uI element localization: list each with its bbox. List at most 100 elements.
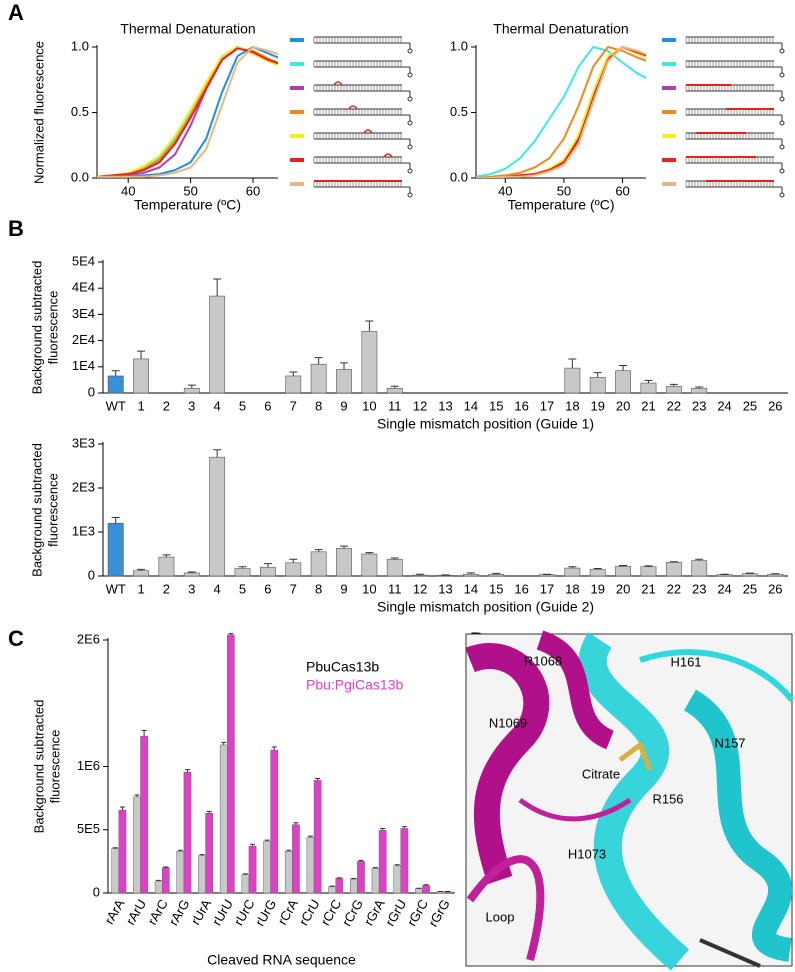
error-bar [177, 849, 183, 852]
curve [476, 46, 646, 178]
structure-label: Citrate [582, 766, 620, 781]
bar [422, 885, 430, 894]
bar [310, 363, 327, 394]
x-tick-label: 9 [340, 581, 347, 596]
x-tick-label: rArC [144, 897, 170, 928]
error-bar [315, 778, 321, 781]
bar [209, 456, 226, 577]
x-axis-label: Single mismatch position (Guide 2) [377, 599, 594, 615]
bar [118, 809, 127, 894]
error-bar [568, 566, 577, 569]
error-bar [187, 384, 196, 389]
x-tick-label: rCrC [318, 897, 345, 928]
error-bar [112, 847, 118, 849]
base-pairs [313, 37, 402, 43]
panel-label: B [8, 216, 24, 241]
x-tick-label: 9 [340, 398, 347, 413]
mismatch [333, 81, 343, 86]
error-bar [745, 572, 754, 574]
y-tick-label: 3E4 [72, 306, 95, 321]
hairpin-loop [407, 192, 413, 198]
x-tick-label: 22 [667, 398, 681, 413]
structure-label: Loop [486, 909, 515, 924]
y-axis-label: Normalized fluorescence [31, 41, 46, 184]
hairpin-loop [779, 120, 785, 126]
error-bar [373, 867, 379, 869]
x-tick-label: 8 [315, 398, 322, 413]
y-tick-label: 5E5 [77, 821, 100, 836]
bar [349, 878, 358, 894]
bar [615, 566, 632, 577]
x-axis-label: Temperature (ºC) [134, 197, 241, 213]
error-bar [134, 794, 140, 797]
y-tick-label: 0 [88, 384, 95, 399]
x-tick-label: 24 [717, 398, 731, 413]
structure-image [465, 630, 795, 971]
error-bar [199, 854, 205, 856]
error-bar [669, 561, 678, 563]
structure-label: N157 [714, 735, 745, 750]
bar [742, 573, 758, 577]
x-tick-label: 6 [264, 398, 271, 413]
error-bar [695, 386, 704, 389]
base-pairs [685, 109, 774, 115]
panel-label: C [8, 626, 24, 651]
x-tick-label: 17 [540, 398, 554, 413]
bar [285, 562, 302, 577]
x-tick-label: 7 [290, 398, 297, 413]
helix [536, 630, 615, 750]
mismatch [363, 129, 373, 134]
x-tick-label: 10 [362, 581, 376, 596]
base-pairs [313, 157, 402, 163]
x-tick-label: 11 [388, 398, 402, 413]
x-tick-label: 26 [768, 581, 782, 596]
error-bar [593, 372, 602, 378]
error-bar [156, 879, 162, 881]
chart-title: Thermal Denaturation [493, 21, 628, 37]
bar [564, 567, 581, 577]
error-bar [394, 864, 400, 866]
x-tick-label: 12 [413, 581, 427, 596]
structure-label: N1069 [489, 715, 527, 730]
error-bar [307, 835, 313, 838]
error-bar [250, 843, 256, 847]
base-pairs [685, 85, 774, 91]
error-bar [242, 873, 248, 875]
y-axis-label: fluorescence [47, 730, 62, 804]
x-axis-label: Temperature (ºC) [507, 197, 614, 213]
y-tick-label: 0 [88, 567, 95, 582]
x-tick-label: 15 [489, 581, 503, 596]
bar [361, 331, 378, 394]
x-tick-label: 1 [137, 398, 144, 413]
error-bar [162, 554, 171, 558]
x-axis-label: Single mismatch position (Guide 1) [377, 416, 594, 432]
bar [488, 573, 505, 577]
bar [310, 551, 327, 577]
y-tick-label: 1E4 [72, 358, 95, 373]
curve [476, 46, 646, 178]
hairpin-loop [779, 168, 785, 174]
y-tick-label: 4E4 [72, 280, 95, 295]
base-pairs [313, 109, 402, 115]
x-tick-label: 25 [743, 581, 757, 596]
y-tick-label: 0.0 [450, 169, 468, 184]
y-tick-label: 2E6 [77, 631, 100, 646]
x-tick-label: 4 [214, 398, 221, 413]
panel-label: A [8, 0, 24, 25]
x-tick-label: 18 [565, 581, 579, 596]
x-tick-label: 10 [362, 398, 376, 413]
loop-strand [639, 649, 795, 702]
error-bar [228, 633, 234, 635]
structure-label: R1068 [524, 653, 562, 668]
y-tick-label: 2E4 [72, 332, 95, 347]
error-bar [206, 810, 212, 814]
legend-label: PbuCas13b [306, 659, 379, 675]
bar [640, 382, 657, 394]
x-tick-label: 16 [514, 581, 528, 596]
hairpin-loop [779, 72, 785, 78]
chart-title: Thermal Denaturation [120, 21, 255, 37]
error-bar [163, 866, 169, 868]
x-tick-label: rCrU [296, 897, 323, 928]
bar [437, 575, 454, 577]
